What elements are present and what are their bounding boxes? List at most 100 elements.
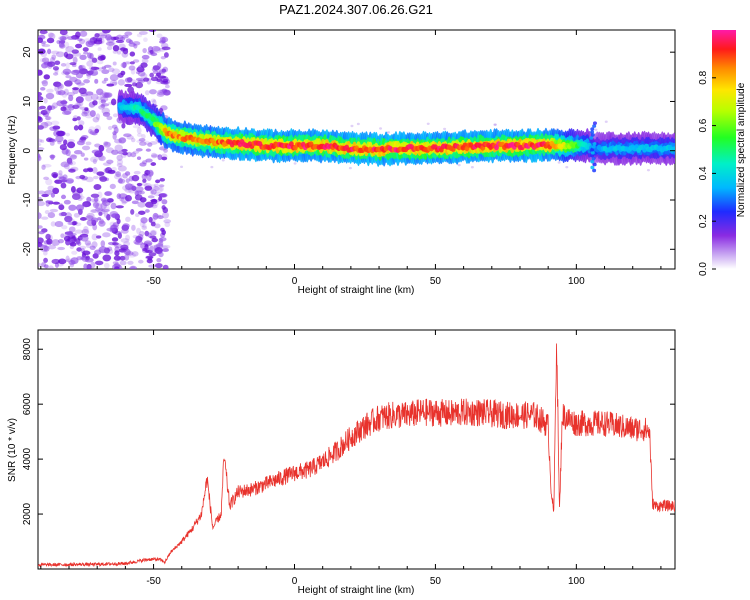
noise-blob: [69, 242, 77, 247]
noise-blob: [106, 198, 114, 203]
noise-blob: [103, 262, 110, 269]
noise-blob: [121, 50, 129, 58]
noise-blob: [89, 130, 97, 135]
noise-blob: [38, 147, 45, 151]
noise-blob: [85, 40, 94, 48]
noise-blob: [51, 54, 57, 61]
spectral-cell: [150, 116, 156, 122]
noise-blob: [70, 257, 79, 265]
colorbar: 0.0 0.2 0.4 0.6 0.8 Normalized spectral ampl…: [698, 30, 747, 276]
noise-blob: [98, 144, 105, 152]
chart-title: PAZ1.2024.307.06.26.G21: [279, 2, 433, 17]
noise-blob: [103, 92, 113, 98]
noise-blob: [129, 51, 136, 57]
noise-blob: [150, 189, 157, 195]
noise-blob: [97, 208, 106, 215]
noise-blob: [119, 255, 126, 261]
noise-blob: [114, 261, 120, 267]
noise-blob: [133, 239, 141, 245]
noise-blob: [117, 73, 124, 78]
snr-line: [38, 343, 675, 568]
noise-blob: [93, 202, 100, 207]
noise-blob: [69, 62, 77, 66]
noise-blob: [64, 215, 73, 223]
noise-blob: [162, 248, 169, 253]
noise-blob: [130, 208, 135, 215]
noise-blob: [105, 34, 112, 41]
noise-blob: [129, 265, 137, 269]
noise-blob: [126, 151, 132, 158]
noise-blob: [142, 47, 147, 54]
noise-blob: [149, 245, 154, 252]
noise-blob: [90, 209, 99, 213]
noise-blob: [145, 209, 150, 213]
noise-blob: [134, 213, 140, 218]
y-tick-label: 2000: [22, 502, 33, 525]
noise-blob: [41, 79, 48, 87]
noise-blob: [102, 162, 112, 166]
noise-blob: [141, 173, 148, 180]
noise-blob: [72, 117, 78, 122]
noise-blob: [47, 32, 54, 38]
noise-blob: [92, 201, 100, 209]
y-tick-label: 0: [22, 148, 33, 154]
colorbar-label: Normalized spectral amplitude: [736, 82, 747, 217]
noise-blob: [40, 80, 48, 85]
noise-blob: [83, 79, 90, 84]
noise-blob: [153, 185, 160, 192]
spectrogram-y-axis-label: Frequency (Hz): [7, 116, 18, 185]
noise-blob: [145, 148, 152, 152]
noise-blob: [101, 66, 107, 70]
noise-blob: [63, 199, 71, 205]
noise-blob: [156, 92, 165, 98]
noise-blob: [112, 261, 119, 265]
noise-blob: [151, 237, 159, 243]
noise-blob: [78, 64, 83, 71]
noise-blob: [76, 82, 85, 86]
noise-blob: [89, 156, 99, 163]
noise-blob: [106, 159, 114, 164]
noise-blob: [79, 136, 87, 141]
noise-blob: [63, 139, 68, 146]
colorbar-tick-label: 0.0: [698, 262, 709, 276]
noise-blob: [136, 127, 142, 134]
noise-blob: [95, 235, 102, 239]
noise-blob: [93, 183, 102, 191]
noise-blob: [55, 135, 64, 143]
noise-blob: [142, 247, 148, 252]
noise-blob: [106, 115, 113, 121]
noise-blob: [86, 72, 92, 77]
noise-blob: [125, 178, 130, 184]
noise-blob: [92, 100, 98, 106]
noise-blob: [140, 73, 148, 79]
noise-blob: [150, 162, 157, 166]
noise-blob: [154, 186, 163, 193]
noise-blob: [46, 61, 56, 67]
noise-blob: [141, 58, 149, 64]
noise-blob: [158, 196, 163, 202]
noise-blob: [60, 182, 67, 189]
noise-blob: [125, 195, 132, 202]
spectral-cell: [590, 139, 595, 143]
noise-blob: [138, 259, 144, 264]
noise-blob: [158, 240, 164, 247]
noise-blob: [65, 46, 75, 53]
spectral-cell: [590, 159, 595, 164]
noise-blob: [89, 110, 96, 117]
noise-blob: [45, 178, 53, 186]
noise-blob: [38, 196, 42, 202]
noise-blob: [90, 66, 95, 73]
x-tick-label: 0: [292, 576, 298, 587]
noise-blob: [50, 221, 56, 227]
noise-blob: [109, 74, 119, 82]
noise-blob: [93, 175, 99, 180]
noise-blob: [104, 93, 112, 98]
noise-blob: [56, 130, 65, 137]
noise-blob: [119, 260, 127, 266]
noise-blob: [49, 208, 59, 213]
noise-blob: [57, 258, 67, 265]
noise-blob: [157, 215, 164, 220]
snr-ticks: -50 0 50 100 2000 4000 6000 8000: [22, 330, 675, 587]
noise-blob: [150, 221, 156, 227]
noise-blob: [46, 238, 53, 245]
